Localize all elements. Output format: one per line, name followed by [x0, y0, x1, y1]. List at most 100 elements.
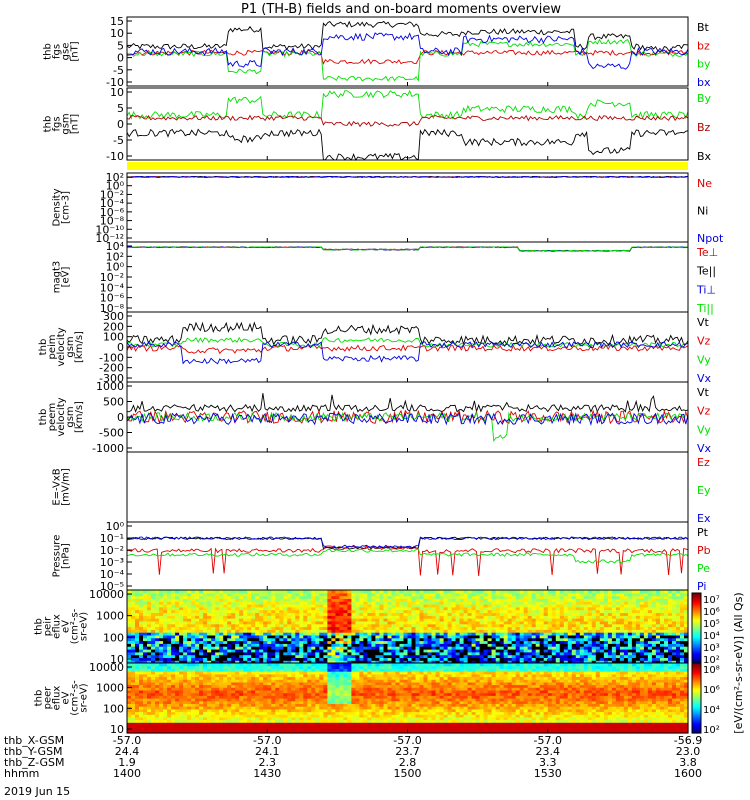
spectrogram-cell [267, 649, 272, 653]
spectrogram-cell [655, 595, 661, 599]
spectrogram-cell [668, 623, 673, 628]
legend-Ex: Ex [697, 512, 711, 525]
spectrogram-cell [684, 654, 689, 658]
spectrogram-cell [627, 640, 633, 644]
spectrogram-cell [443, 598, 449, 602]
spectrogram-cell [275, 651, 280, 656]
spectrogram-cell [443, 606, 449, 611]
spectrogram-cell [147, 722, 152, 726]
spectrogram-cell [423, 623, 429, 628]
spectrogram-cell [331, 637, 336, 642]
spectrogram-cell [275, 689, 280, 694]
spectrogram-cell [547, 590, 553, 594]
spectrogram-cell [563, 601, 569, 605]
spectrogram-cell [615, 592, 621, 597]
spectrogram-cell [303, 629, 308, 633]
spectrogram-cell [567, 612, 573, 616]
spectrogram-cell [215, 595, 220, 599]
spectrogram-cell [619, 637, 625, 642]
y-tick-label: 10⁻² [100, 271, 124, 284]
spectrogram-cell [511, 618, 517, 622]
spectrogram-cell [151, 632, 156, 636]
spectrogram-cell [159, 706, 164, 710]
spectrogram-cell [619, 606, 625, 611]
spectrogram-cell [179, 700, 184, 704]
spectrogram-cell [267, 657, 272, 661]
spectrogram-cell [187, 598, 192, 602]
spectrogram-cell [647, 609, 653, 614]
spectrogram-cell [151, 660, 156, 664]
spectrogram-cell [535, 615, 541, 619]
spectrogram-cell [523, 649, 529, 653]
spectrogram-cell [171, 711, 176, 715]
spectrogram-cell [155, 708, 160, 713]
spectrogram-cell [487, 657, 493, 661]
spectrogram-cell [243, 673, 248, 678]
spectrogram-cell [439, 590, 445, 594]
spectrogram-cell [187, 632, 192, 636]
spectrogram-cell [455, 646, 461, 650]
spectrogram-cell [207, 640, 212, 644]
spectrogram-cell [323, 606, 328, 611]
spectrogram-cell [539, 657, 545, 661]
spectrogram-cell [551, 620, 557, 625]
spectrogram-cell [603, 649, 609, 653]
spectrogram-cell [135, 703, 140, 707]
spectrogram-cell [459, 651, 465, 656]
spectrogram-cell [359, 646, 364, 650]
spectrogram-cell [243, 640, 248, 644]
spectrogram-cell [635, 643, 641, 647]
spectrogram-cell [655, 612, 661, 616]
spectrogram-cell [555, 637, 561, 642]
spectrogram-cell [599, 609, 605, 614]
spectrogram-cell [267, 698, 272, 702]
spectrogram-cell [179, 595, 184, 599]
spectrogram-cell [155, 663, 160, 667]
spectrogram-cell [371, 598, 376, 602]
spectrogram-cell [215, 684, 220, 688]
spectrogram-cell [243, 646, 248, 650]
spectrogram-cell [151, 679, 156, 683]
spectrogram-cell [147, 643, 152, 647]
spectrogram-cell [623, 609, 629, 614]
spectrogram-cell [559, 618, 565, 622]
spectrogram-cell [443, 646, 449, 650]
spectrogram-cell [399, 637, 405, 642]
spectrogram-cell [607, 649, 613, 653]
spectrogram-cell [139, 700, 144, 704]
spectrogram-cell [515, 654, 521, 658]
spectrogram-cell [143, 654, 148, 658]
spectrogram-cell [275, 615, 280, 619]
spectrogram-cell [307, 640, 312, 644]
spectrogram-cell [379, 626, 384, 630]
spectrogram-cell [175, 606, 180, 611]
spectrogram-cell [327, 612, 332, 616]
spectrogram-cell [295, 698, 300, 702]
spectrogram-cell [127, 601, 132, 605]
y-tick-label: 1000 [96, 380, 124, 393]
spectrogram-cell [427, 618, 433, 622]
spectrogram-cell [347, 620, 352, 625]
spectrogram-cell [195, 668, 200, 672]
spectrogram-cell [287, 695, 292, 699]
spectrogram-cell [539, 592, 545, 597]
spectrogram-cell [215, 657, 220, 661]
spectrogram-cell [303, 604, 308, 608]
spectrogram-cell [475, 657, 481, 661]
spectrogram-cell [311, 629, 316, 633]
spectrogram-cell [163, 716, 168, 721]
spectrogram-cell [307, 646, 312, 650]
spectrogram-cell [635, 640, 641, 644]
spectrogram-cell [199, 708, 204, 713]
spectrogram-cell [223, 676, 228, 680]
spectrogram-cell [247, 719, 252, 723]
spectrogram-cell [515, 629, 521, 633]
spectrogram-cell [287, 612, 292, 616]
spectrogram-cell [171, 643, 176, 647]
spectrogram-cell [179, 663, 184, 667]
spectrogram-cell [219, 604, 224, 608]
spectrogram-cell [319, 651, 324, 656]
spectrogram-cell [367, 649, 372, 653]
spectrogram-cell [419, 606, 425, 611]
spectrogram-cell [419, 649, 425, 653]
